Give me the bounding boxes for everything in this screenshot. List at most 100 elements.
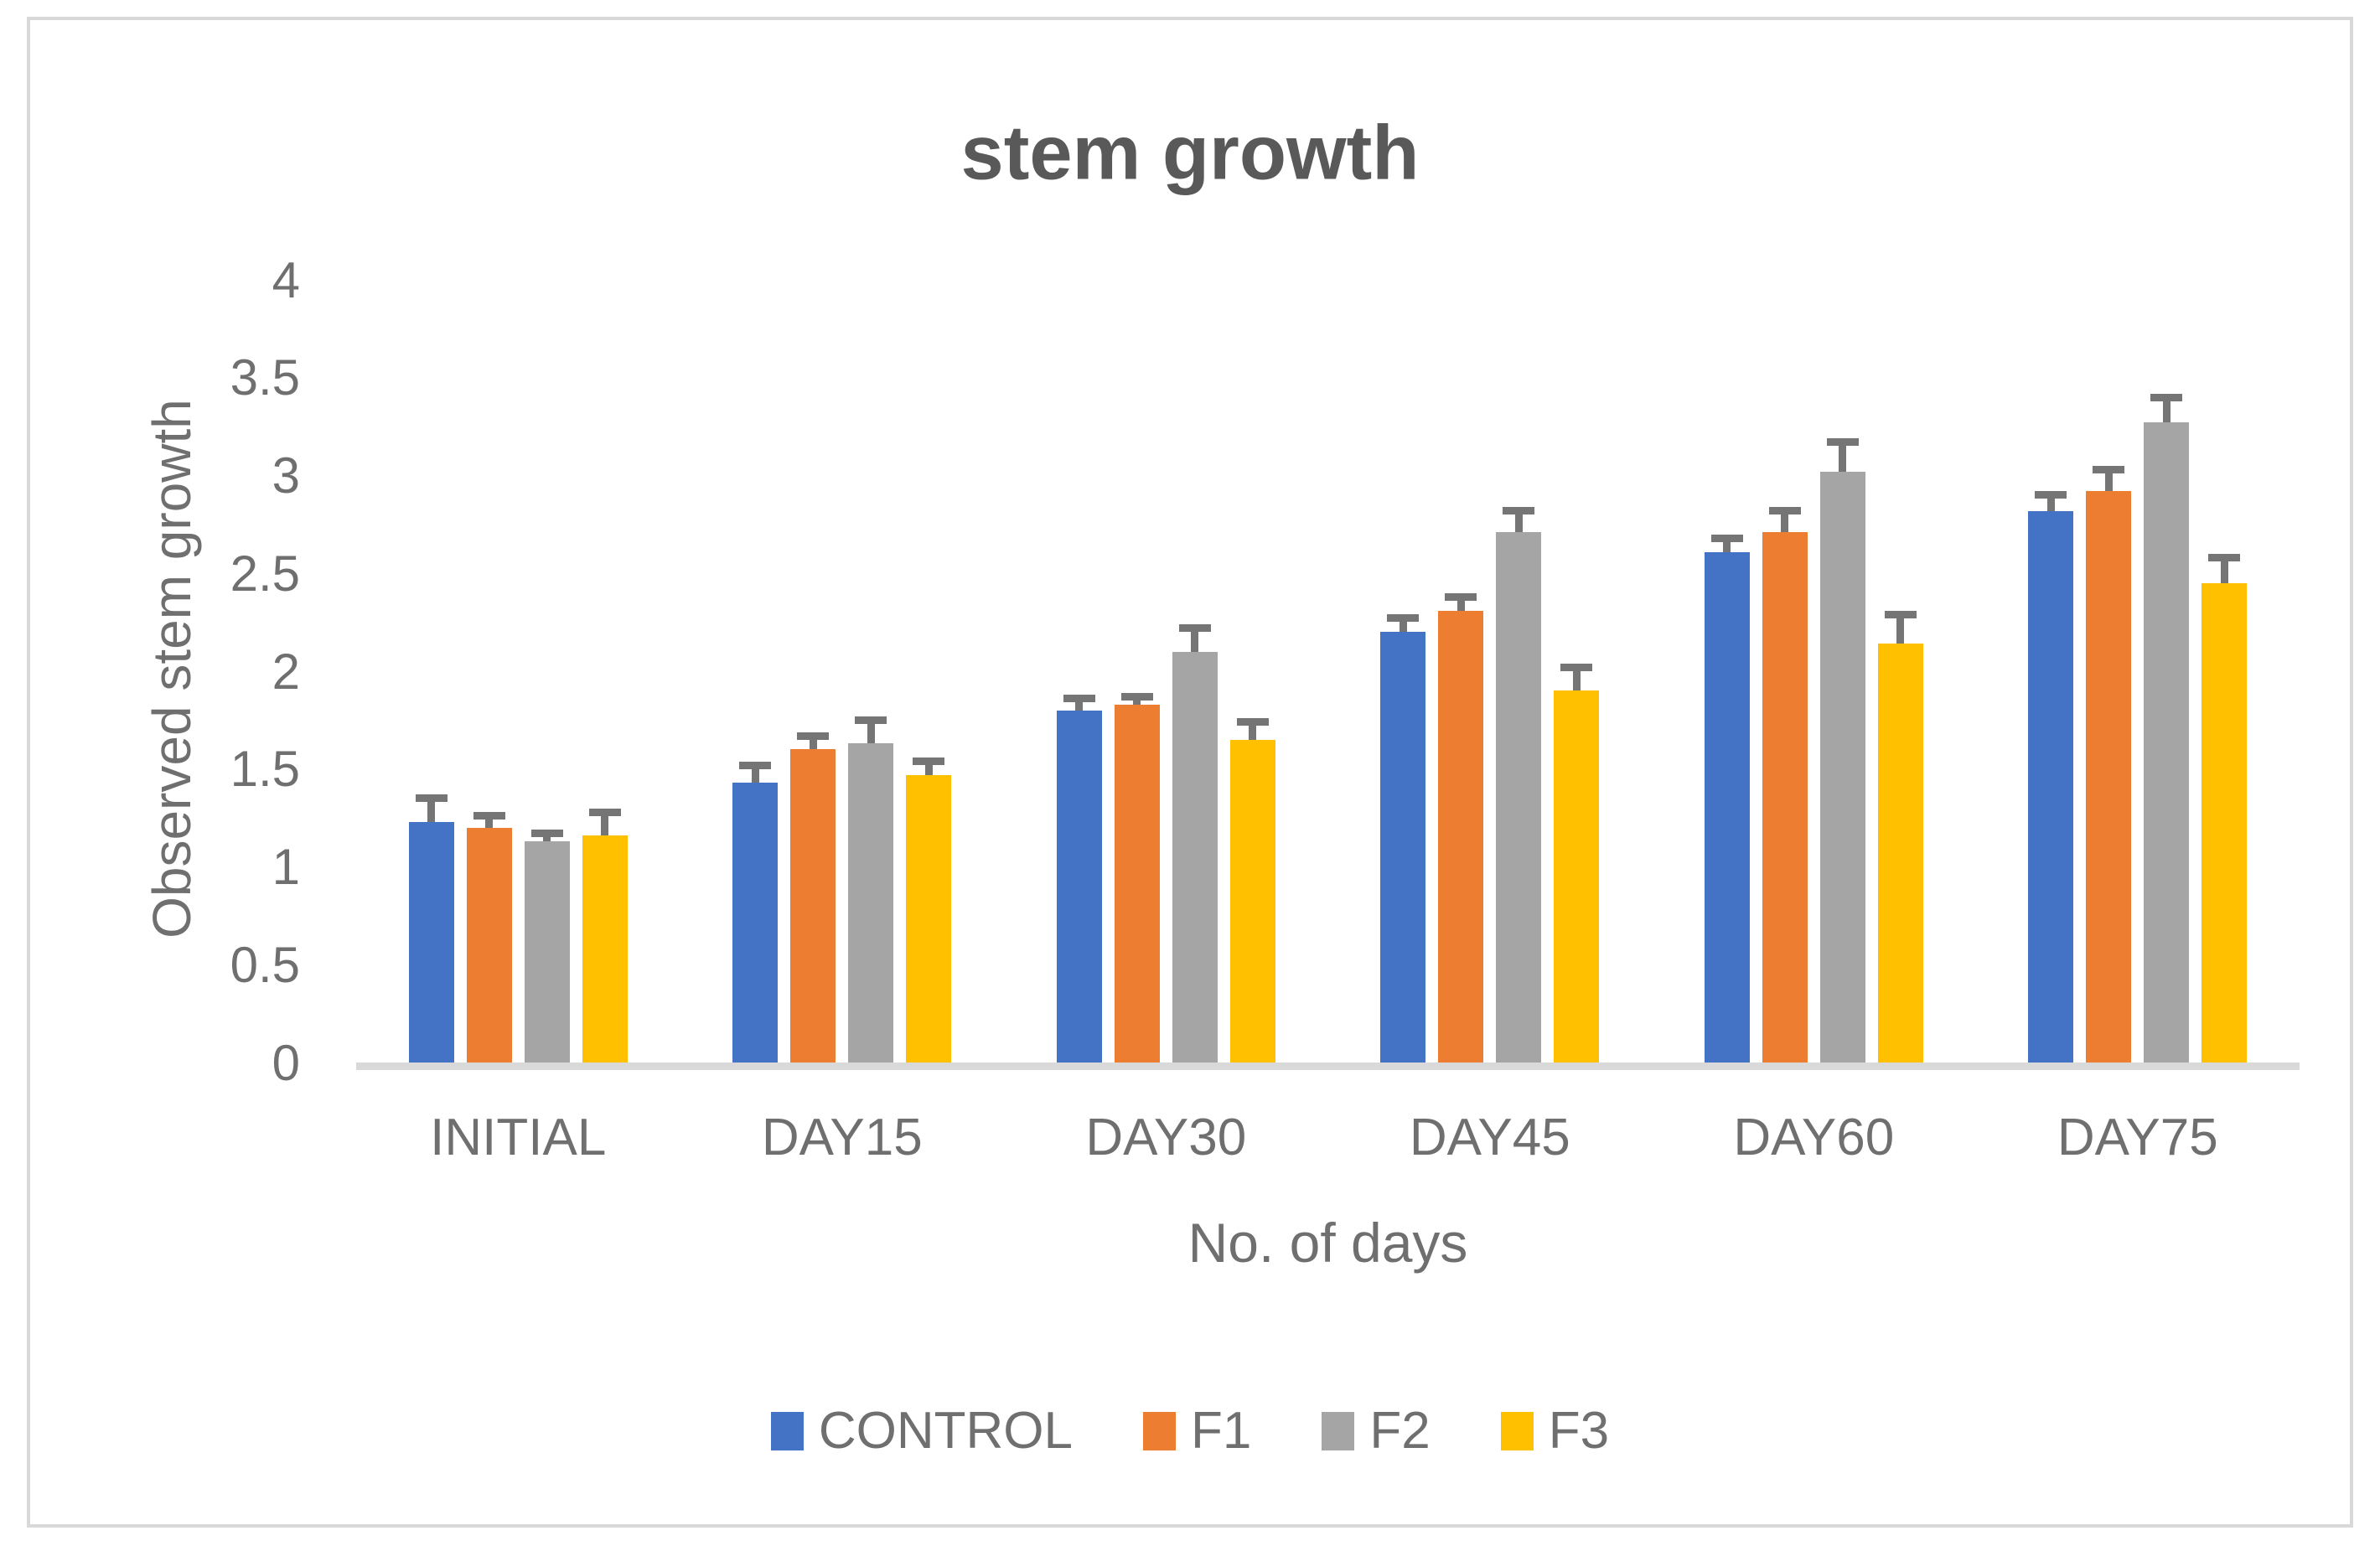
bar-f3-day30	[1229, 739, 1275, 1063]
bar-f3-initial	[582, 835, 628, 1063]
error-bar-cap-top	[588, 808, 621, 816]
y-tick-label-0: 0	[272, 1034, 300, 1091]
legend-label-f3: F3	[1548, 1402, 1610, 1460]
x-axis-title: No. of days	[1187, 1212, 1468, 1274]
bar-f2-initial	[524, 841, 570, 1063]
bar-group-day60	[1704, 280, 1923, 1063]
bar-group-initial	[408, 280, 628, 1063]
legend-marker-f1	[1143, 1411, 1177, 1450]
error-bar-cap-top	[1710, 534, 1743, 542]
legend-item-control: CONTROL	[770, 1401, 1074, 1461]
chart-legend: CONTROL F1 F2 F3	[0, 1401, 2380, 1461]
legend-marker-f2	[1322, 1411, 1355, 1450]
y-tick-label-1.5: 1.5	[230, 741, 300, 798]
legend-item-f3: F3	[1500, 1401, 1610, 1461]
legend-label-control: CONTROL	[818, 1402, 1074, 1460]
error-bar-line	[485, 815, 494, 840]
error-bar-line	[924, 761, 933, 789]
error-bar-cap-top	[530, 830, 563, 838]
bar-control-initial	[408, 821, 454, 1063]
error-bar-cap-top	[1445, 592, 1477, 601]
y-tick-label-4: 4	[272, 251, 300, 308]
error-bar-line	[1896, 614, 1905, 674]
error-bar-line	[809, 736, 817, 763]
error-bar-cap-top	[2035, 491, 2067, 499]
bar-f3-day15	[906, 774, 952, 1063]
error-bar-cap-top	[1178, 624, 1211, 633]
error-bar-cap-top	[2093, 465, 2125, 473]
bar-f1-day15	[790, 749, 836, 1063]
bar-f1-day30	[1114, 704, 1160, 1063]
error-bar-cap-top	[415, 794, 448, 803]
error-bar-line	[1839, 442, 1847, 501]
error-bar-line	[543, 833, 551, 850]
x-tick-label-day75: DAY75	[2057, 1109, 2218, 1166]
chart-title: stem growth	[960, 110, 1420, 196]
error-bar-line	[751, 765, 759, 801]
error-bar-cap-top	[855, 716, 887, 724]
error-bar-line	[1133, 696, 1141, 713]
bar-control-day75	[2028, 510, 2074, 1063]
y-tick-label-0.5: 0.5	[230, 936, 300, 993]
error-bar-cap-top	[913, 757, 945, 765]
bar-group-day15	[732, 280, 952, 1063]
error-bar-line	[2220, 557, 2228, 609]
error-bar-line	[427, 798, 436, 845]
error-bar-line	[2162, 397, 2170, 448]
legend-marker-control	[770, 1411, 804, 1450]
error-bar-cap-top	[1826, 438, 1859, 447]
bar-f2-day15	[848, 743, 894, 1063]
error-bar-line	[601, 812, 609, 860]
error-bar-line	[1191, 628, 1199, 675]
error-bar-line	[1723, 538, 1731, 566]
error-bar-line	[1456, 597, 1465, 624]
bar-f2-day75	[2144, 422, 2190, 1063]
x-tick-label-day15: DAY15	[761, 1109, 923, 1166]
legend-marker-f3	[1500, 1411, 1534, 1450]
x-tick-label-initial: INITIAL	[430, 1109, 607, 1166]
error-bar-line	[867, 720, 875, 768]
bar-control-day15	[732, 783, 779, 1063]
y-tick-label-3: 3	[272, 447, 300, 504]
bar-group-day45	[1380, 280, 1600, 1063]
error-bar-line	[1249, 721, 1257, 757]
error-bar-cap-top	[1387, 614, 1420, 623]
error-bar-cap-top	[473, 812, 505, 820]
bar-control-day30	[1056, 710, 1102, 1063]
legend-label-f1: F1	[1191, 1402, 1252, 1460]
error-bar-line	[1075, 698, 1084, 722]
y-tick-label-2: 2	[272, 643, 300, 700]
error-bar-cap-top	[2208, 554, 2241, 562]
error-bar-cap-top	[1560, 663, 1593, 671]
bar-group-day30	[1056, 280, 1275, 1063]
error-bar-cap-top	[739, 761, 772, 769]
error-bar-line	[1514, 510, 1523, 554]
bar-control-day60	[1704, 551, 1750, 1063]
bar-control-day45	[1380, 632, 1426, 1063]
x-tick-label-day30: DAY30	[1085, 1109, 1247, 1166]
error-bar-cap-top	[1503, 507, 1535, 515]
y-tick-label-2.5: 2.5	[230, 545, 300, 602]
bar-f3-day45	[1554, 690, 1600, 1063]
bar-f1-day60	[1762, 532, 1808, 1063]
error-bar-line	[2046, 494, 2055, 527]
legend-label-f2: F2	[1369, 1402, 1431, 1460]
error-bar-cap-top	[1063, 695, 1095, 703]
bar-f2-day45	[1496, 532, 1542, 1063]
bar-f3-day60	[1877, 644, 1923, 1063]
x-tick-label-day45: DAY45	[1409, 1109, 1570, 1166]
bar-f1-day75	[2086, 491, 2132, 1063]
x-tick-label-day60: DAY60	[1733, 1109, 1895, 1166]
error-bar-line	[1399, 618, 1407, 646]
x-axis-line	[356, 1063, 2300, 1070]
bar-f2-day30	[1172, 651, 1218, 1063]
legend-item-f1: F1	[1143, 1401, 1251, 1461]
error-bar-cap-top	[1120, 692, 1153, 701]
error-bar-line	[1781, 510, 1789, 554]
error-bar-line	[1572, 667, 1581, 715]
bar-f3-day75	[2202, 582, 2248, 1063]
plot-area	[356, 280, 2300, 1070]
y-tick-label-3.5: 3.5	[230, 349, 300, 406]
y-tick-label-1: 1	[272, 839, 300, 895]
error-bar-cap-top	[1768, 507, 1801, 515]
